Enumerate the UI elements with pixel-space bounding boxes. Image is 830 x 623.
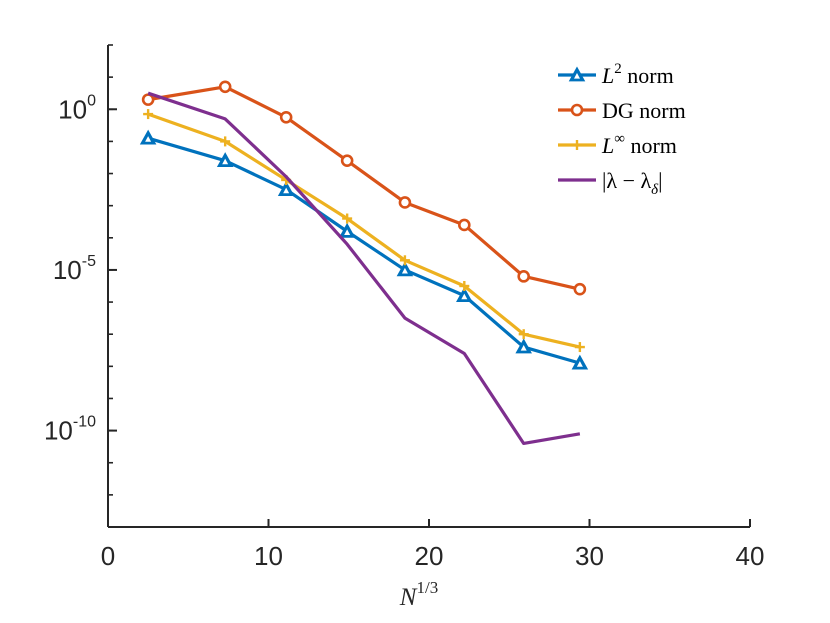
plot-area	[139, 80, 589, 446]
data-point-inner	[344, 229, 351, 235]
x-tick-label: 30	[575, 541, 604, 571]
legend-label: DG norm	[602, 98, 686, 123]
x-tick-label: 20	[415, 541, 444, 571]
axes: 0 10 20 30 40 100 10-5 10-10	[44, 44, 765, 571]
series-2	[143, 109, 585, 353]
x-tick-label: 0	[101, 541, 115, 571]
x-axis-label: N1/3	[399, 578, 438, 611]
data-point	[342, 213, 353, 224]
series-1	[141, 80, 587, 296]
series-line	[147, 112, 581, 349]
data-point-inner	[145, 136, 152, 142]
data-point	[459, 281, 470, 291]
data-point	[398, 196, 412, 209]
data-point	[573, 282, 587, 296]
data-point	[141, 93, 155, 106]
data-point-inner	[283, 187, 290, 194]
data-point	[458, 218, 471, 232]
legend-marker	[570, 103, 584, 117]
data-point	[399, 255, 410, 266]
data-point	[518, 329, 529, 340]
data-point-inner	[401, 267, 408, 274]
x-tick-label: 10	[254, 541, 283, 571]
legend-item-0: L2 norm	[558, 61, 674, 88]
legend-marker	[572, 140, 582, 150]
data-point	[143, 109, 154, 120]
data-point	[517, 270, 530, 283]
data-point	[218, 80, 232, 94]
data-point	[340, 154, 354, 167]
legend-item-1: DG norm	[558, 98, 686, 123]
data-point	[574, 342, 585, 353]
y-tick-label: 100	[58, 92, 96, 124]
data-point	[220, 136, 231, 147]
data-point	[279, 111, 293, 124]
legend-label: L2 norm	[601, 61, 674, 88]
series-line	[147, 85, 581, 291]
legend-label: L∞ norm	[601, 131, 677, 158]
series-line	[147, 91, 581, 446]
legend: L2 norm DG norm L∞ norm |λ − λδ|	[558, 61, 686, 198]
x-tick-label: 40	[736, 541, 765, 571]
y-tick-label: 10-10	[44, 414, 96, 446]
series-3	[147, 91, 581, 446]
series-0	[139, 129, 589, 370]
legend-item-3: |λ − λδ|	[558, 168, 663, 198]
legend-item-2: L∞ norm	[558, 131, 677, 158]
legend-marker-inner	[574, 73, 580, 79]
data-point-inner	[576, 361, 583, 367]
data-point-inner	[222, 158, 229, 165]
legend-label: |λ − λδ|	[602, 168, 663, 198]
data-point-inner	[520, 345, 527, 351]
data-point-inner	[461, 293, 468, 300]
y-tick-label: 10-5	[53, 253, 96, 285]
series-line	[147, 136, 581, 365]
